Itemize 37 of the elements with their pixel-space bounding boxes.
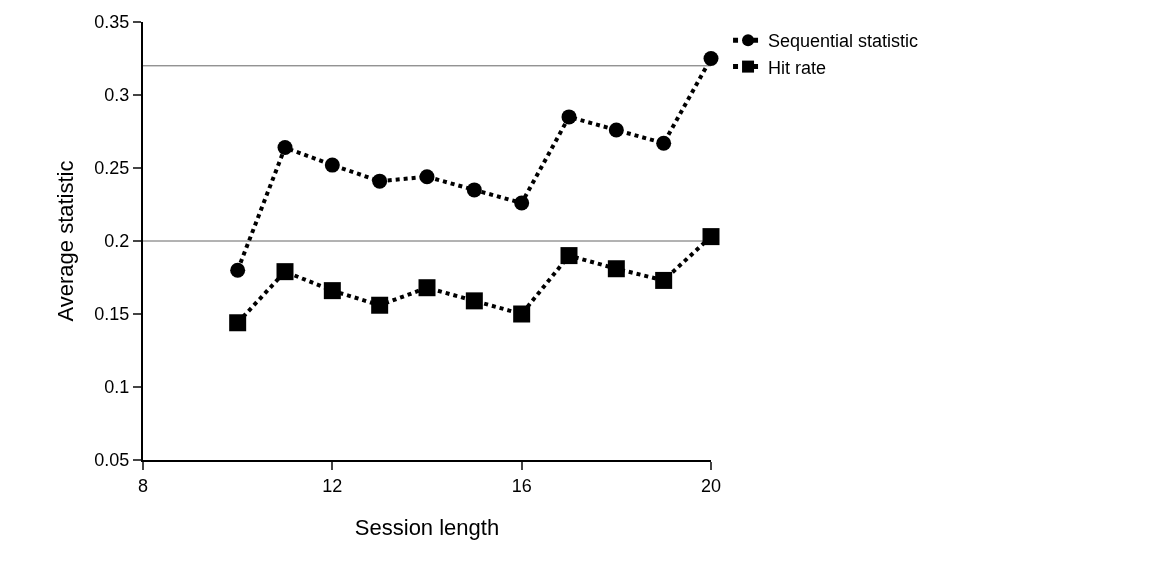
- point: [323, 282, 341, 300]
- point: [276, 263, 294, 281]
- legend-label: Hit rate: [768, 57, 827, 78]
- point: [513, 305, 531, 323]
- point: [703, 51, 719, 66]
- point: [371, 296, 389, 314]
- y-tick-label: 0.2: [104, 231, 130, 252]
- point: [229, 314, 247, 332]
- x-tick-label: 8: [137, 475, 149, 496]
- point: [608, 122, 624, 138]
- point: [466, 182, 482, 198]
- y-tick-label: 0.1: [104, 377, 130, 398]
- x-axis-title: Session length: [354, 515, 500, 540]
- y-tick-label: 0.35: [94, 12, 130, 33]
- point: [372, 173, 388, 189]
- point: [607, 260, 625, 278]
- y-tick-label: 0.15: [94, 304, 130, 325]
- legend-label: Sequential statistic: [768, 31, 919, 52]
- point: [656, 135, 672, 151]
- point: [561, 109, 577, 125]
- point: [419, 169, 435, 185]
- point: [418, 279, 436, 297]
- x-tick-label: 20: [700, 475, 722, 496]
- y-tick-label: 0.3: [104, 85, 130, 106]
- point: [655, 271, 673, 289]
- y-tick-label: 0.25: [94, 158, 130, 179]
- point: [465, 292, 483, 310]
- point: [514, 195, 530, 211]
- point: [324, 157, 340, 173]
- point: [277, 140, 293, 156]
- x-tick-label: 16: [511, 475, 532, 496]
- y-tick-label: 0.05: [94, 450, 130, 471]
- x-tick-label: 12: [322, 475, 343, 496]
- y-axis-title: Average statistic: [52, 160, 78, 322]
- point: [560, 247, 578, 265]
- point: [230, 262, 246, 278]
- point: [702, 228, 720, 246]
